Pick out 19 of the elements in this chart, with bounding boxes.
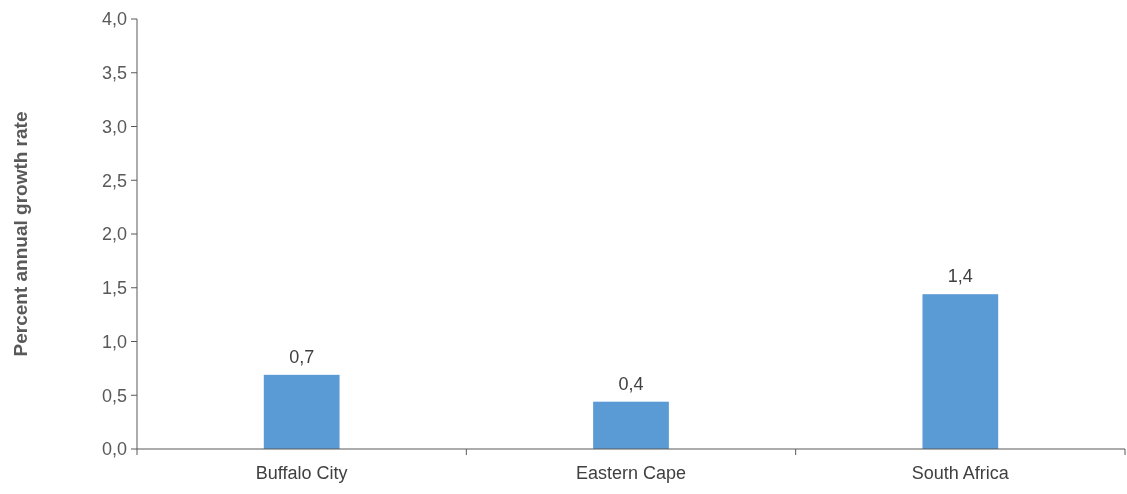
x-tick-label: South Africa [911,463,1010,483]
bar [263,374,340,449]
data-label: 1,4 [947,266,973,287]
bar [593,401,669,449]
data-label: 0,4 [618,373,644,394]
y-tick-label: 0,0 [101,439,127,460]
y-tick-label: 2,5 [101,170,127,191]
data-label: 0,7 [289,346,315,367]
bar [922,294,999,449]
y-tick-label: 3,5 [101,63,127,84]
y-axis-title: Percent annual growth rate [10,111,31,357]
y-tick-label: 1,0 [101,331,127,352]
y-tick-label: 3,0 [101,116,127,137]
y-tick-label: 0,5 [101,385,127,406]
y-tick-label: 1,5 [101,278,127,299]
y-tick-label: 2,0 [101,224,127,245]
x-tick-label: Buffalo City [255,463,348,483]
x-tick-label: Eastern Cape [575,463,687,483]
y-tick-label: 4,0 [101,9,127,30]
